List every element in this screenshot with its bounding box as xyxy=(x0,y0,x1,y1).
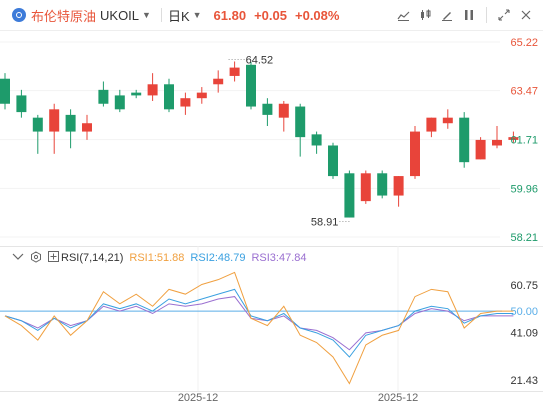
candle-body xyxy=(131,92,142,96)
candle-body xyxy=(360,173,371,202)
candle-body xyxy=(65,114,76,132)
candle-body xyxy=(328,145,338,177)
rsi1-value: RSI1:51.88 xyxy=(129,252,185,264)
rsi-tick-label: 21.43 xyxy=(510,375,538,387)
candle-body xyxy=(0,78,10,104)
candle-body xyxy=(180,98,191,107)
rsi-title: RSI(7,14,21) xyxy=(61,252,124,264)
last-price: 61.80 xyxy=(213,7,247,23)
chevron-down-icon[interactable]: ▼ xyxy=(192,10,202,20)
expand-icon[interactable] xyxy=(495,6,513,24)
add-indicator-icon[interactable] xyxy=(48,251,59,265)
time-tick-label: 2025-12 xyxy=(378,392,418,404)
price-tick-label: 59.96 xyxy=(510,183,538,195)
rsi-tick-label: 41.09 xyxy=(510,328,538,340)
candle-body xyxy=(278,103,289,118)
price-change-percent: +0.08% xyxy=(295,7,340,23)
candle-body xyxy=(393,176,404,196)
candle-icon[interactable] xyxy=(416,6,434,24)
candle-body xyxy=(508,137,519,140)
rsi1-line xyxy=(4,271,514,385)
chevron-down-icon[interactable]: ▼ xyxy=(142,10,151,20)
chart-toolbar xyxy=(394,6,535,24)
candle-body xyxy=(49,109,60,132)
price-tick-label: 58.21 xyxy=(510,232,538,244)
candle-body xyxy=(229,67,240,76)
period-selector[interactable]: 日K xyxy=(167,8,190,24)
candle-body xyxy=(295,106,306,138)
low-label: 58.91 xyxy=(311,217,339,229)
candle-body xyxy=(213,78,224,85)
price-change: +0.05 xyxy=(254,7,287,23)
rsi2-line xyxy=(4,288,514,358)
rsi-tick-label: 50.00 xyxy=(510,306,538,318)
chart-header: 布伦特原油 UKOIL ▼ 日K ▼ 61.80 +0.05 +0.08% xyxy=(0,0,543,30)
settings-icon[interactable] xyxy=(30,250,42,266)
divider xyxy=(160,8,162,22)
candle-body xyxy=(16,95,27,113)
rsi-tick-label: 60.75 xyxy=(510,280,538,292)
candle-body xyxy=(262,103,273,115)
candle-body xyxy=(147,84,158,96)
price-tick-label: 61.71 xyxy=(510,135,538,147)
candle-body xyxy=(475,139,486,160)
settings-icon[interactable] xyxy=(460,6,478,24)
rsi2-value: RSI2:48.79 xyxy=(190,252,246,264)
candle-body xyxy=(196,92,207,99)
symbol-icon xyxy=(12,8,26,22)
candle-body xyxy=(426,117,437,132)
candle-body xyxy=(82,123,92,132)
candle-body xyxy=(114,95,125,110)
candle-body xyxy=(377,173,388,196)
price-tick-label: 63.47 xyxy=(510,86,538,98)
draw-icon[interactable] xyxy=(438,6,456,24)
candle-body xyxy=(98,89,109,104)
candle-body xyxy=(164,84,174,110)
time-tick-label: 2025-12 xyxy=(178,392,218,404)
candle-body xyxy=(459,117,470,163)
candle-body xyxy=(246,64,256,107)
symbol-code[interactable]: UKOIL xyxy=(100,7,140,23)
candle-body xyxy=(410,131,420,177)
candle-body xyxy=(311,134,322,146)
rsi-legend: RSI(7,14,21) RSI1:51.88 RSI2:48.79 RSI3:… xyxy=(0,250,313,266)
close-icon[interactable] xyxy=(517,6,535,24)
symbol-name[interactable]: 布伦特原油 xyxy=(31,8,97,24)
high-label: 64.52 xyxy=(246,54,274,66)
candle-body xyxy=(344,173,355,218)
line-chart-icon[interactable] xyxy=(394,6,412,24)
candle-body xyxy=(32,117,43,132)
rsi-ref-label-bg xyxy=(502,303,543,320)
candle-body xyxy=(442,117,453,124)
candle-body xyxy=(492,139,502,146)
rsi3-value: RSI3:47.84 xyxy=(251,252,307,264)
divider xyxy=(486,7,487,23)
collapse-icon[interactable] xyxy=(12,252,24,264)
price-tick-label: 65.22 xyxy=(510,37,538,49)
